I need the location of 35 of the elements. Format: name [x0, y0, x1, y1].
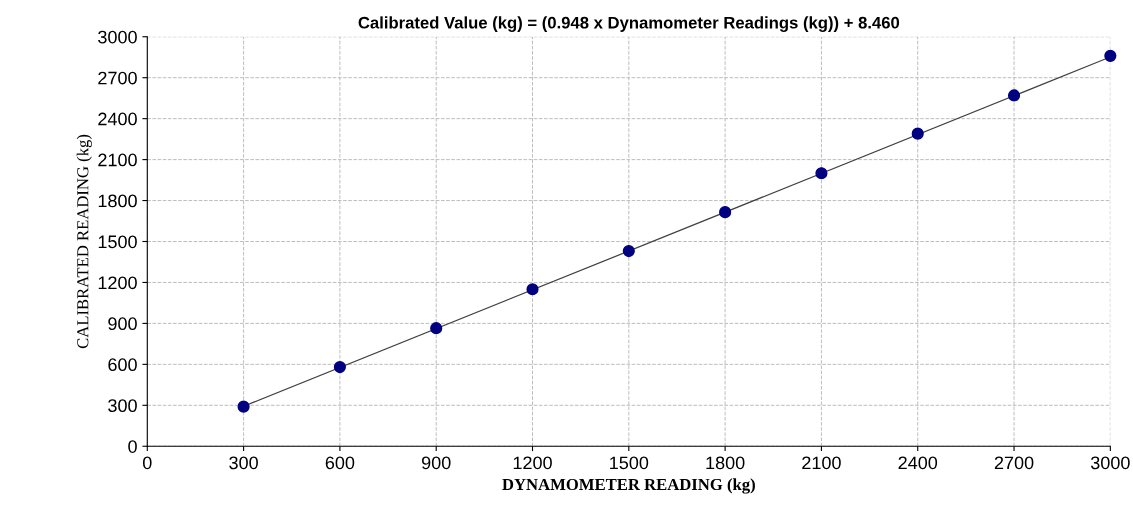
x-tick-label: 0 [142, 456, 152, 470]
point [911, 127, 924, 140]
x-tick-label: 2400 [898, 456, 938, 470]
x-axis-title: DYNAMOMETER READING (kg) [502, 478, 755, 494]
x-tick-label: 900 [421, 456, 451, 470]
point [622, 244, 635, 258]
chart-title: Calibrated Value (kg) = (0.948 x Dynamometer Readings (kg)) + 8.460 [358, 16, 900, 32]
point [430, 322, 443, 335]
point [815, 167, 828, 180]
y-tick-label: 2700 [98, 71, 137, 85]
x-tick-label: 1500 [610, 456, 649, 470]
y-axis-title: CALIBRATED READING (kg) [76, 134, 92, 349]
y-tick-label: 1200 [98, 276, 137, 290]
x-tick-label: 3000 [1090, 456, 1130, 470]
x-tick-label: 1200 [513, 456, 552, 470]
y-tick-label: 0 [128, 440, 137, 453]
y-tick-label: 1500 [98, 235, 137, 249]
y-tick-label: 3000 [98, 30, 137, 44]
point [526, 283, 539, 296]
point [333, 361, 346, 374]
point [719, 206, 732, 219]
point [1104, 49, 1117, 62]
x-tick-label: 1800 [706, 456, 745, 470]
x-tick-label: 2700 [994, 456, 1034, 470]
y-tick-label: 2400 [98, 112, 137, 126]
y-tick-label: 2100 [98, 153, 137, 167]
y-tick-label: 1800 [98, 194, 137, 208]
y-tick-label: 900 [108, 317, 137, 331]
point [1007, 89, 1021, 102]
x-tick-label: 600 [325, 456, 355, 470]
x-tick-label: 2100 [802, 456, 841, 470]
x-tick-label: 300 [229, 456, 258, 470]
y-tick-label: 600 [108, 358, 137, 372]
y-tick-label: 300 [108, 399, 137, 413]
point [237, 400, 250, 413]
